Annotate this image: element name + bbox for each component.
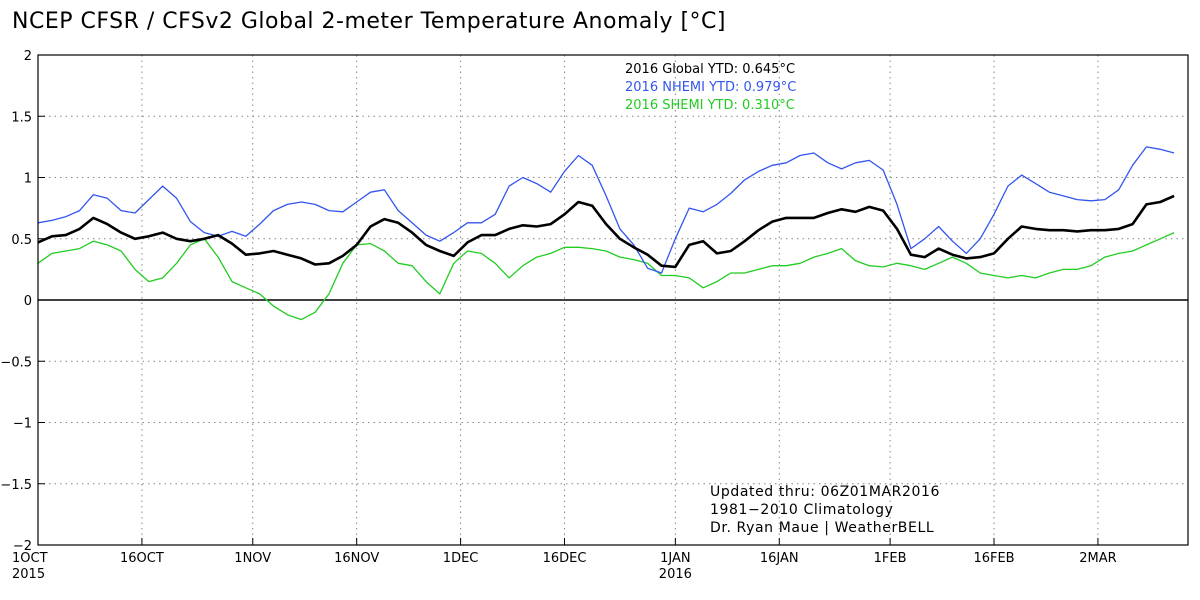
y-tick-label: 1.5 (11, 110, 32, 125)
x-tick-label: 1DEC (443, 551, 479, 566)
y-tick-label: 1 (24, 172, 32, 187)
plot-frame (37, 54, 1189, 546)
annotation-line: 1981−2010 Climatology (710, 502, 894, 518)
y-tick-label: 0 (24, 294, 32, 309)
x-tick-label: 16JAN (760, 551, 799, 566)
nhemi-series-line (37, 146, 1175, 274)
annotation-line: Dr. Ryan Maue | WeatherBELL (710, 520, 934, 536)
legend-entry: 2016 Global YTD: 0.645°C (625, 62, 795, 77)
annotation-line: Updated thru: 06Z01MAR2016 (710, 484, 940, 500)
y-tick-label: 2 (24, 49, 32, 64)
x-tick-year-label: 2016 (659, 567, 692, 582)
x-tick-label: 1OCT (12, 551, 48, 566)
shemi-series-line (37, 232, 1175, 321)
x-tick-label: 1JAN (660, 551, 691, 566)
x-tick-label: 16DEC (543, 551, 587, 566)
y-tick-label: 0.5 (11, 233, 32, 248)
series-lines (37, 146, 1175, 321)
x-tick-label: 1NOV (234, 551, 271, 566)
legend: 2016 Global YTD: 0.645°C 2016 NHEMI YTD: … (625, 62, 796, 113)
x-tick-year-label: 2015 (12, 567, 45, 582)
x-tick-label: 2MAR (1079, 551, 1116, 566)
grid-lines (38, 55, 1188, 545)
annotations: Updated thru: 06Z01MAR2016 1981−2010 Clim… (710, 484, 940, 536)
legend-entry: 2016 SHEMI YTD: 0.310°C (625, 98, 795, 113)
y-tick-label: −1 (13, 417, 32, 432)
chart-title: NCEP CFSR / CFSv2 Global 2-meter Tempera… (12, 9, 726, 34)
x-tick-label: 1FEB (874, 551, 907, 566)
y-tick-label: −0.5 (0, 355, 32, 370)
y-tick-label: −2 (13, 539, 32, 554)
x-tick-label: 16NOV (334, 551, 379, 566)
x-tick-label: 16FEB (973, 551, 1014, 566)
y-tick-label: −1.5 (0, 478, 32, 493)
x-tick-label: 16OCT (120, 551, 164, 566)
global-series-line (37, 194, 1175, 269)
legend-entry: 2016 NHEMI YTD: 0.979°C (625, 80, 796, 95)
